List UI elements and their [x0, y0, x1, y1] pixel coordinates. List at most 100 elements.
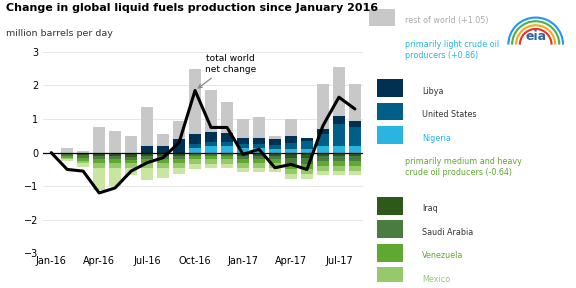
Bar	[173, 121, 185, 153]
Bar	[285, 175, 297, 179]
Bar	[301, 149, 313, 153]
Bar	[205, 146, 217, 153]
Bar	[253, 137, 265, 144]
Bar	[221, 159, 233, 164]
Bar	[221, 164, 233, 168]
Bar	[61, 158, 73, 159]
Bar	[205, 156, 217, 159]
Bar	[157, 159, 169, 163]
Bar	[109, 131, 121, 153]
Bar	[237, 144, 249, 147]
Bar	[285, 149, 297, 153]
Text: primarily light crude oil
producers (+0.86): primarily light crude oil producers (+0.…	[406, 40, 499, 60]
Bar	[269, 149, 281, 153]
Bar	[221, 153, 233, 154]
Bar	[253, 147, 265, 153]
Bar	[333, 67, 345, 153]
Text: rest of world (+1.05): rest of world (+1.05)	[406, 16, 489, 25]
Bar	[173, 159, 185, 163]
Bar	[333, 116, 345, 124]
Bar	[301, 138, 313, 141]
Bar	[377, 220, 403, 238]
Bar	[301, 164, 313, 169]
Bar	[253, 156, 265, 159]
Bar	[189, 134, 201, 144]
Bar	[377, 126, 403, 144]
Bar	[221, 146, 233, 153]
Text: United States: United States	[422, 110, 476, 119]
Bar	[237, 119, 249, 153]
Bar	[349, 153, 361, 156]
Bar	[61, 159, 73, 161]
Text: Mexico: Mexico	[422, 275, 450, 284]
Text: total world
net change: total world net change	[198, 54, 256, 88]
Bar	[157, 168, 169, 178]
Bar	[189, 156, 201, 159]
Bar	[253, 168, 265, 172]
Bar	[237, 163, 249, 168]
Bar	[221, 142, 233, 146]
Bar	[269, 139, 281, 145]
Bar	[269, 159, 281, 163]
Bar	[77, 151, 89, 153]
Bar	[61, 154, 73, 156]
Bar	[141, 107, 153, 153]
Bar	[205, 154, 217, 156]
Bar	[109, 156, 121, 159]
Bar	[253, 144, 265, 147]
Bar	[285, 164, 297, 169]
Bar	[349, 161, 361, 166]
Bar	[189, 153, 201, 154]
Bar	[317, 161, 329, 166]
Bar	[269, 156, 281, 159]
Bar	[253, 159, 265, 163]
Bar	[189, 144, 201, 147]
Bar	[173, 139, 185, 153]
Bar	[317, 134, 329, 146]
Bar	[221, 133, 233, 142]
Bar	[369, 9, 395, 26]
Bar	[141, 168, 153, 179]
Bar	[61, 147, 73, 153]
Text: Saudi Arabia: Saudi Arabia	[422, 228, 473, 237]
Bar	[77, 155, 89, 158]
Bar	[141, 146, 153, 153]
Bar	[333, 156, 345, 161]
Bar	[301, 153, 313, 158]
Bar	[349, 156, 361, 161]
Bar	[333, 124, 345, 146]
Bar	[317, 129, 329, 134]
Text: Nigeria: Nigeria	[422, 134, 450, 143]
Bar	[157, 146, 169, 153]
Bar	[349, 127, 361, 146]
Bar	[333, 153, 345, 156]
Bar	[269, 163, 281, 168]
Bar	[237, 156, 249, 159]
Bar	[285, 158, 297, 164]
Bar	[253, 118, 265, 153]
Bar	[93, 159, 105, 163]
Bar	[377, 267, 403, 285]
Bar	[317, 153, 329, 156]
Bar	[237, 159, 249, 163]
Bar	[221, 156, 233, 159]
Bar	[141, 159, 153, 163]
Bar	[285, 169, 297, 175]
Bar	[61, 156, 73, 158]
Bar	[317, 166, 329, 171]
Bar	[125, 163, 137, 168]
Bar	[125, 160, 137, 163]
Bar	[349, 171, 361, 175]
Bar	[189, 147, 201, 153]
Bar	[253, 153, 265, 156]
Bar	[237, 153, 249, 156]
Bar	[205, 90, 217, 153]
Bar	[349, 121, 361, 127]
Bar	[141, 153, 153, 156]
Bar	[205, 153, 217, 154]
Bar	[349, 166, 361, 171]
Bar	[317, 156, 329, 161]
Text: Venezuela: Venezuela	[422, 251, 463, 260]
Bar	[93, 168, 105, 190]
Bar	[205, 142, 217, 146]
